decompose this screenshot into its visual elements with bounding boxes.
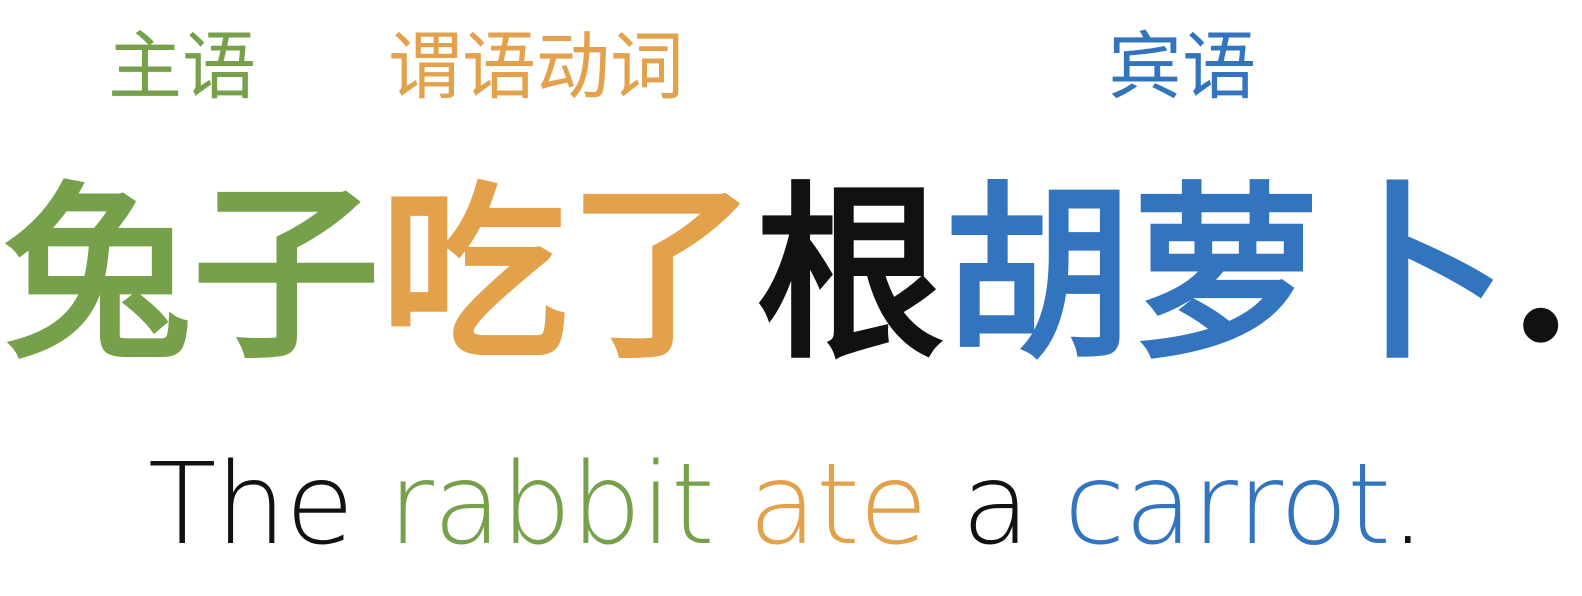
object-label: 宾语 bbox=[1108, 24, 1256, 110]
predicate-verb-label: 谓语动词 bbox=[388, 24, 684, 110]
en-article-a: a bbox=[926, 440, 1064, 570]
en-subject: rabbit bbox=[387, 440, 715, 570]
en-verb: ate bbox=[748, 440, 927, 570]
cn-period: . bbox=[1508, 164, 1574, 385]
chinese-sentence: 兔子 吃了 根 胡萝卜 . bbox=[4, 170, 1573, 380]
en-object: carrot bbox=[1063, 440, 1391, 570]
cn-measure-word: 根 bbox=[756, 164, 944, 385]
english-sentence: The rabbit ate a carrot. bbox=[148, 440, 1426, 570]
cn-verb: 吃了 bbox=[380, 164, 756, 385]
en-space bbox=[714, 440, 749, 570]
en-the: The bbox=[148, 440, 388, 570]
en-period: . bbox=[1390, 440, 1426, 570]
cn-object: 胡萝卜 bbox=[944, 164, 1508, 385]
cn-subject: 兔子 bbox=[4, 164, 380, 385]
subject-label: 主语 bbox=[108, 24, 256, 110]
